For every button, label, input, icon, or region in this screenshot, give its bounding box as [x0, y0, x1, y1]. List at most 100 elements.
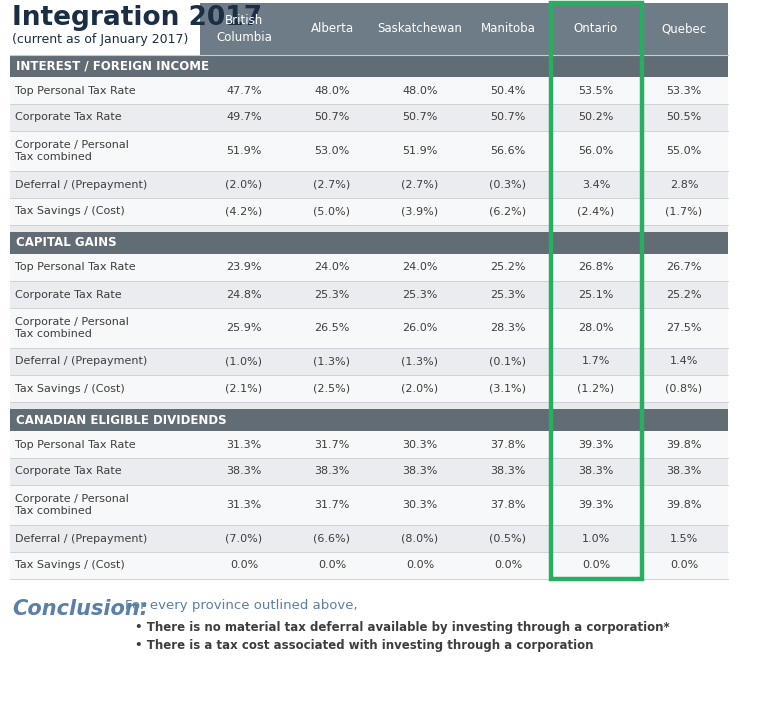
Text: 38.3%: 38.3%: [314, 466, 349, 476]
Text: (0.5%): (0.5%): [489, 534, 527, 544]
Text: 49.7%: 49.7%: [227, 113, 262, 122]
Text: 39.8%: 39.8%: [667, 440, 702, 450]
Text: • There is no material tax deferral available by investing through a corporation: • There is no material tax deferral avai…: [135, 621, 670, 634]
Text: 3.4%: 3.4%: [582, 179, 611, 189]
Text: 48.0%: 48.0%: [314, 85, 349, 95]
Bar: [10, 281, 728, 308]
Text: 26.7%: 26.7%: [667, 262, 702, 273]
Text: 0.0%: 0.0%: [494, 560, 522, 570]
Text: 28.3%: 28.3%: [490, 323, 526, 333]
Text: (1.2%): (1.2%): [578, 383, 614, 393]
Bar: [10, 431, 728, 458]
Text: 50.5%: 50.5%: [667, 113, 702, 122]
Text: 50.4%: 50.4%: [490, 85, 525, 95]
Text: 50.2%: 50.2%: [578, 113, 614, 122]
Text: (2.4%): (2.4%): [578, 207, 614, 216]
Bar: [200, 3, 728, 55]
Text: 30.3%: 30.3%: [402, 440, 438, 450]
Bar: [10, 225, 728, 232]
Text: 39.3%: 39.3%: [578, 440, 614, 450]
Bar: [10, 409, 728, 431]
Text: Manitoba: Manitoba: [481, 22, 535, 35]
Text: Deferral / (Prepayment): Deferral / (Prepayment): [15, 356, 147, 367]
Text: 38.3%: 38.3%: [578, 466, 614, 476]
Text: 37.8%: 37.8%: [490, 500, 526, 510]
Text: 53.0%: 53.0%: [314, 146, 349, 156]
Text: 47.7%: 47.7%: [227, 85, 262, 95]
Text: Top Personal Tax Rate: Top Personal Tax Rate: [15, 262, 136, 273]
Text: Integration 2017: Integration 2017: [12, 5, 262, 31]
Text: 31.3%: 31.3%: [227, 500, 262, 510]
Text: Alberta: Alberta: [310, 22, 353, 35]
Bar: [10, 485, 728, 525]
Text: Deferral / (Prepayment): Deferral / (Prepayment): [15, 179, 147, 189]
Text: (6.2%): (6.2%): [489, 207, 527, 216]
Text: 50.7%: 50.7%: [314, 113, 349, 122]
Text: Tax Savings / (Cost): Tax Savings / (Cost): [15, 560, 124, 570]
Text: 26.0%: 26.0%: [402, 323, 438, 333]
Text: Corporate Tax Rate: Corporate Tax Rate: [15, 466, 121, 476]
Text: INTEREST / FOREIGN INCOME: INTEREST / FOREIGN INCOME: [16, 59, 209, 72]
Text: Conclusion:: Conclusion:: [12, 599, 148, 619]
Text: 55.0%: 55.0%: [667, 146, 702, 156]
Text: 26.5%: 26.5%: [314, 323, 349, 333]
Bar: [10, 402, 728, 409]
Text: 51.9%: 51.9%: [227, 146, 262, 156]
Text: 50.7%: 50.7%: [402, 113, 438, 122]
Text: Corporate Tax Rate: Corporate Tax Rate: [15, 113, 121, 122]
Text: (0.8%): (0.8%): [665, 383, 703, 393]
Text: (2.7%): (2.7%): [402, 179, 439, 189]
Text: (2.0%): (2.0%): [226, 179, 263, 189]
Text: 25.2%: 25.2%: [490, 262, 526, 273]
Text: Corporate / Personal
Tax combined: Corporate / Personal Tax combined: [15, 140, 129, 162]
Text: British
Columbia: British Columbia: [216, 14, 272, 44]
Bar: [10, 131, 728, 171]
Text: 31.3%: 31.3%: [227, 440, 262, 450]
Text: 53.3%: 53.3%: [667, 85, 702, 95]
Text: 1.0%: 1.0%: [582, 534, 610, 544]
Text: 31.7%: 31.7%: [314, 440, 349, 450]
Text: (3.9%): (3.9%): [402, 207, 439, 216]
Text: 38.3%: 38.3%: [402, 466, 438, 476]
Text: Top Personal Tax Rate: Top Personal Tax Rate: [15, 440, 136, 450]
Text: Tax Savings / (Cost): Tax Savings / (Cost): [15, 383, 124, 393]
Text: 0.0%: 0.0%: [670, 560, 698, 570]
Text: For every province outlined above,: For every province outlined above,: [125, 599, 358, 612]
Bar: [10, 458, 728, 485]
Bar: [10, 254, 728, 281]
Text: 27.5%: 27.5%: [667, 323, 702, 333]
Text: (1.3%): (1.3%): [402, 356, 439, 367]
Text: Corporate Tax Rate: Corporate Tax Rate: [15, 289, 121, 299]
Text: (1.0%): (1.0%): [226, 356, 263, 367]
Text: 30.3%: 30.3%: [402, 500, 438, 510]
Text: 31.7%: 31.7%: [314, 500, 349, 510]
Text: 48.0%: 48.0%: [402, 85, 438, 95]
Text: 28.0%: 28.0%: [578, 323, 614, 333]
Text: 39.8%: 39.8%: [667, 500, 702, 510]
Text: 53.5%: 53.5%: [578, 85, 614, 95]
Text: Quebec: Quebec: [661, 22, 707, 35]
Text: (8.0%): (8.0%): [402, 534, 439, 544]
Text: (current as of January 2017): (current as of January 2017): [12, 33, 188, 46]
Text: (2.0%): (2.0%): [402, 383, 439, 393]
Text: 2.8%: 2.8%: [670, 179, 698, 189]
Text: 25.3%: 25.3%: [314, 289, 349, 299]
Text: 0.0%: 0.0%: [406, 560, 434, 570]
Text: (2.5%): (2.5%): [313, 383, 350, 393]
Text: 0.0%: 0.0%: [230, 560, 258, 570]
Text: 23.9%: 23.9%: [227, 262, 262, 273]
Text: Top Personal Tax Rate: Top Personal Tax Rate: [15, 85, 136, 95]
Bar: [10, 308, 728, 348]
Text: 1.7%: 1.7%: [582, 356, 611, 367]
Text: (3.1%): (3.1%): [489, 383, 527, 393]
Bar: [10, 77, 728, 104]
Text: 24.0%: 24.0%: [402, 262, 438, 273]
Text: 24.0%: 24.0%: [314, 262, 349, 273]
Text: 1.4%: 1.4%: [670, 356, 698, 367]
Text: 37.8%: 37.8%: [490, 440, 526, 450]
Text: 0.0%: 0.0%: [582, 560, 610, 570]
Text: 50.7%: 50.7%: [490, 113, 525, 122]
Text: 38.3%: 38.3%: [667, 466, 702, 476]
Text: Ontario: Ontario: [574, 22, 618, 35]
Text: 56.0%: 56.0%: [578, 146, 614, 156]
